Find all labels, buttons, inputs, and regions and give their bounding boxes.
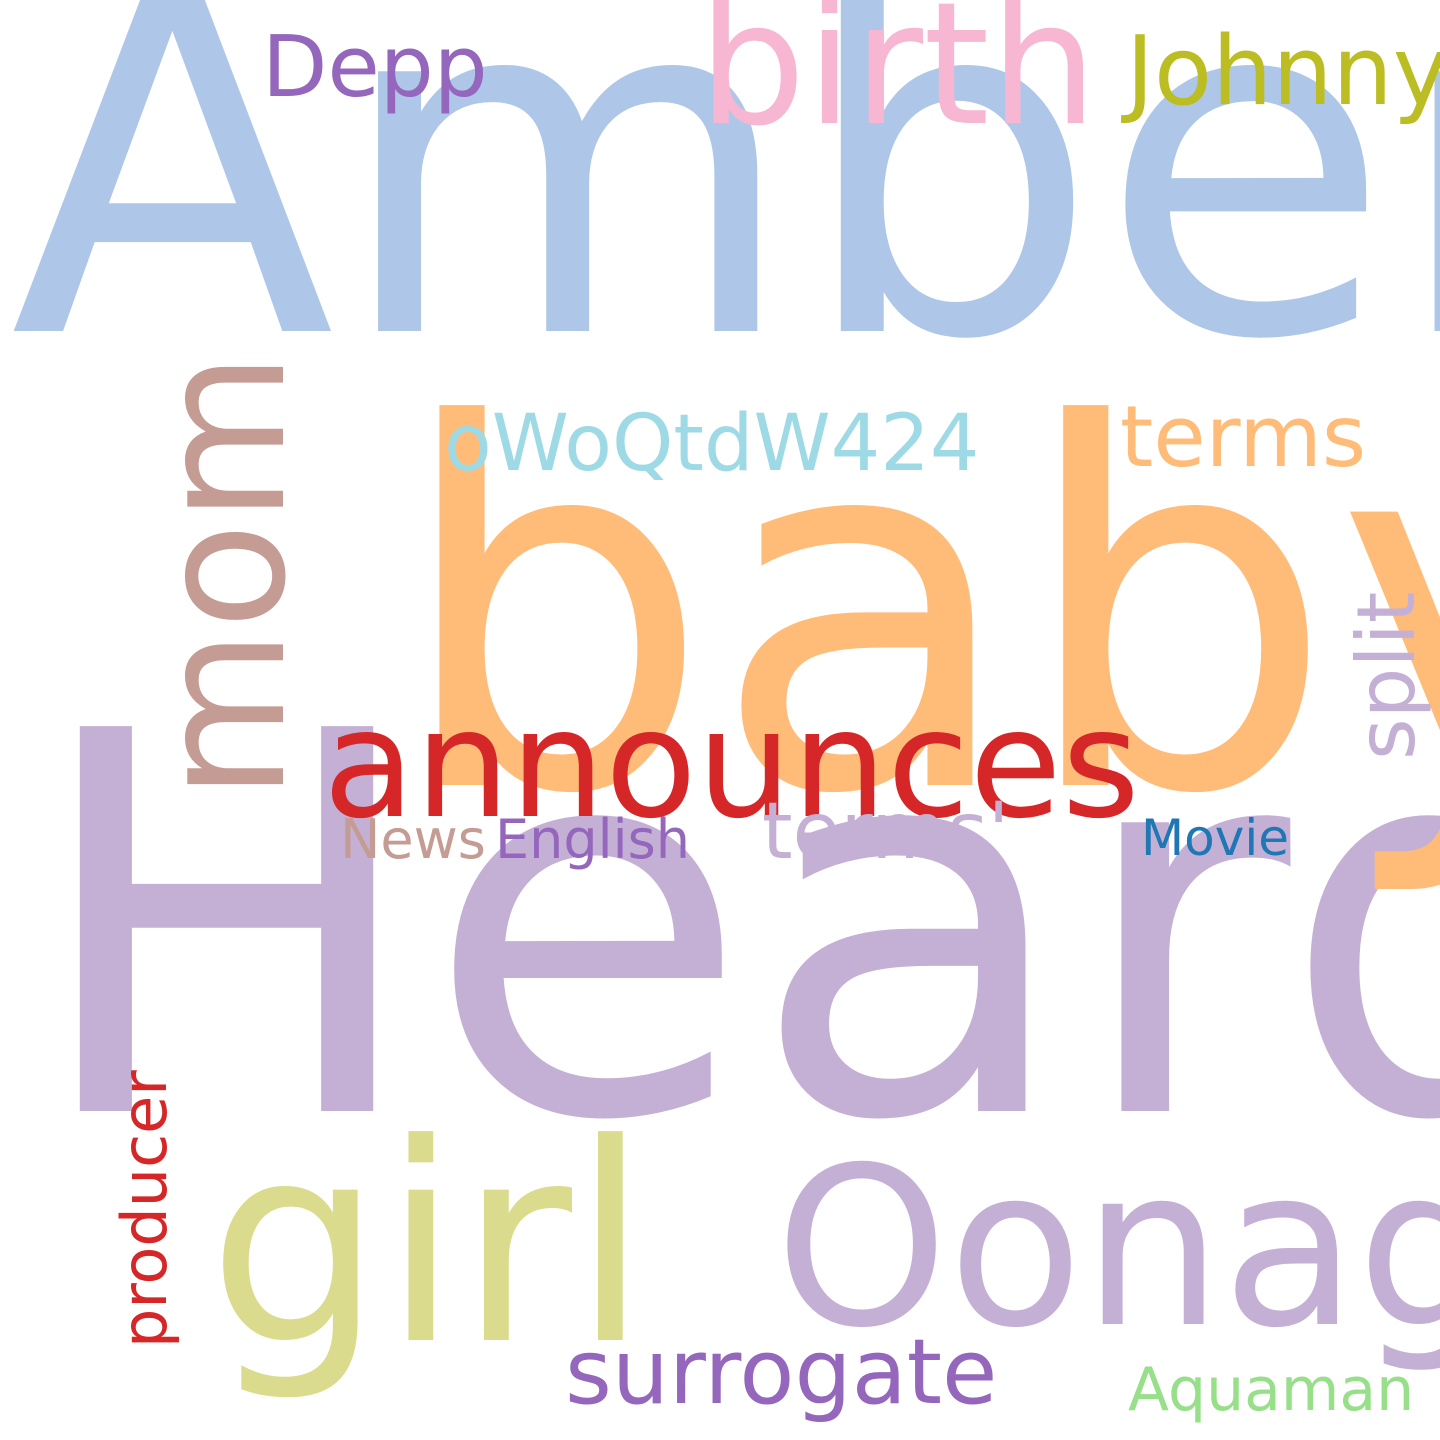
word-depp: Depp [262,18,488,117]
word-announces: announces [323,678,1140,852]
word-owoqtdw424: oWoQtdW424 [444,399,980,489]
word-terms: terms [1120,388,1367,487]
word-split: split [1340,591,1433,760]
word-producer: producer [108,1070,181,1348]
word-terms-quote: terms' [762,787,1010,877]
word-amber: Amber [10,0,1440,444]
word-birth: birth [698,0,1098,164]
word-girl: girl [208,1085,649,1405]
word-news: News [340,808,486,871]
word-english: English [495,808,690,871]
word-movie: Movie [1141,809,1289,867]
word-aquaman: Aquaman [1128,1355,1415,1425]
word-oonagh: Oonagh [775,1120,1440,1376]
word-mom: mom [122,351,325,800]
word-johnny: Johnny [1126,17,1440,127]
word-baby: baby [394,321,1440,903]
word-heard: Heard [28,621,1440,1236]
word-surrogate: surrogate [565,1320,998,1425]
